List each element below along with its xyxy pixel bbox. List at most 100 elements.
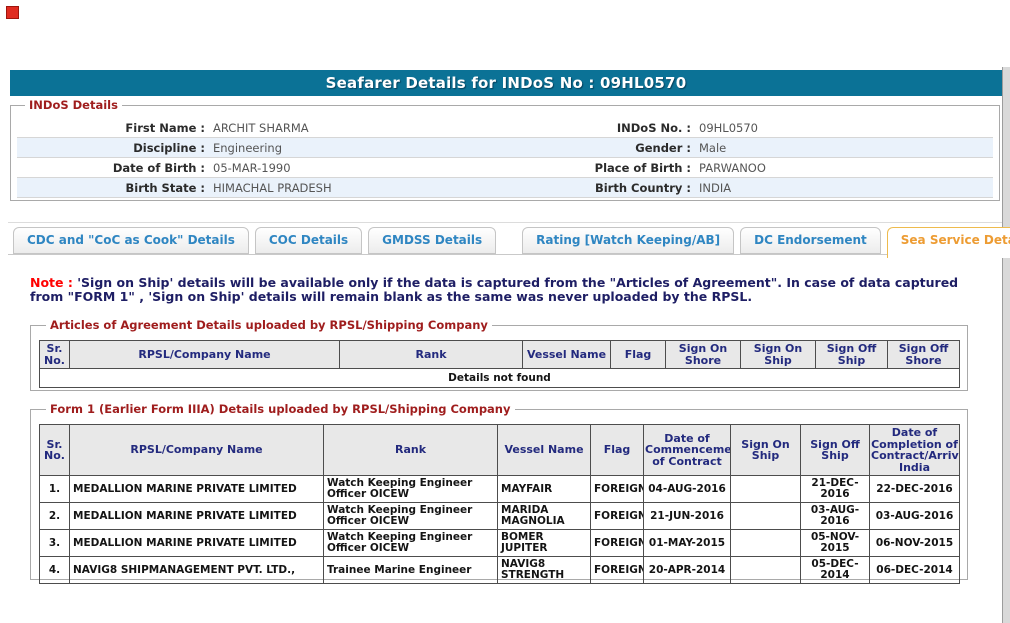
col-sign-off-shore: Sign Off Shore (887, 340, 960, 369)
col-sign-off-ship: Sign Off Ship (815, 340, 888, 369)
tab-gmdss-details[interactable]: GMDSS Details (368, 227, 497, 254)
table-row: 3. MEDALLION MARINE PRIVATE LIMITED Watc… (39, 529, 960, 557)
company-cell: MEDALLION MARINE PRIVATE LIMITED (69, 475, 324, 503)
col-sign-off-ship: Sign Off Ship (800, 424, 870, 476)
form1-section: Form 1 (Earlier Form IIIA) Details uploa… (30, 402, 968, 584)
tab-sea-service-details[interactable]: Sea Service Details (886, 227, 1010, 258)
sign-off-ship-cell: 05-DEC-2014 (800, 556, 870, 584)
col-sign-on-ship: Sign On Ship (730, 424, 801, 476)
company-cell: MEDALLION MARINE PRIVATE LIMITED (69, 502, 324, 530)
tab-rating-watch-keeping[interactable]: Rating [Watch Keeping/AB] (522, 227, 735, 254)
indos-row-dob: Date of Birth : 05-MAR-1990 Place of Bir… (17, 158, 993, 178)
birth-country-label: Birth Country : (594, 181, 691, 195)
col-flag: Flag (610, 340, 666, 369)
vessel-cell: MARIDA MAGNOLIA (497, 502, 591, 530)
articles-legend: Articles of Agreement Details uploaded b… (50, 318, 488, 332)
dob-value: 05-MAR-1990 (213, 161, 291, 175)
col-rank: Rank (339, 340, 523, 369)
details-not-found-message: Details not found (39, 368, 960, 388)
col-vessel: Vessel Name (497, 424, 591, 476)
vessel-cell: NAVIG8 STRENGTH (497, 556, 591, 584)
table-row: 2. MEDALLION MARINE PRIVATE LIMITED Watc… (39, 502, 960, 530)
completion-cell: 22-DEC-2016 (869, 475, 960, 503)
sign-on-ship-cell (730, 556, 801, 584)
col-vessel: Vessel Name (522, 340, 611, 369)
tab-baseline (8, 254, 1002, 255)
form1-table: Sr. No. RPSL/Company Name Rank Vessel Na… (39, 424, 960, 584)
articles-header-row: Sr. No. RPSL/Company Name Rank Vessel Na… (39, 340, 960, 369)
gender-label: Gender : (635, 141, 691, 155)
form1-header-row: Sr. No. RPSL/Company Name Rank Vessel Na… (39, 424, 960, 476)
sign-on-ship-cell (730, 529, 801, 557)
table-row: 1. MEDALLION MARINE PRIVATE LIMITED Watc… (39, 475, 960, 503)
col-completion-date: Date of Completion of Contract/Arriving … (869, 424, 960, 476)
birth-country-value: INDIA (699, 181, 732, 195)
tab-cdc-coc-as-cook[interactable]: CDC and "CoC as Cook" Details (13, 227, 249, 254)
rank-cell: Watch Keeping Engineer Officer OICEW (323, 475, 498, 503)
indos-row-first-name: First Name : ARCHIT SHARMA INDoS No. : 0… (17, 118, 993, 138)
col-sign-on-ship: Sign On Ship (740, 340, 816, 369)
commencement-cell: 21-JUN-2016 (643, 502, 731, 530)
sign-off-ship-cell: 21-DEC-2016 (800, 475, 870, 503)
sign-off-ship-cell: 03-AUG-2016 (800, 502, 870, 530)
indos-no-value: 09HL0570 (699, 121, 758, 135)
vessel-cell: MAYFAIR (497, 475, 591, 503)
section-divider (8, 222, 1002, 223)
table-row: 4. NAVIG8 SHIPMANAGEMENT PVT. LTD., Trai… (39, 556, 960, 584)
col-sign-on-shore: Sign On Shore (665, 340, 741, 369)
first-name-value: ARCHIT SHARMA (213, 121, 309, 135)
articles-empty-row: Details not found (39, 368, 960, 388)
first-name-label: First Name : (125, 121, 205, 135)
flag-cell: FOREIGN (590, 502, 644, 530)
commencement-cell: 01-MAY-2015 (643, 529, 731, 557)
rank-cell: Watch Keeping Engineer Officer OICEW (323, 502, 498, 530)
company-cell: NAVIG8 SHIPMANAGEMENT PVT. LTD., (69, 556, 324, 584)
rank-cell: Watch Keeping Engineer Officer OICEW (323, 529, 498, 557)
completion-cell: 06-NOV-2015 (869, 529, 960, 557)
note-prefix: Note : (30, 275, 73, 290)
dob-label: Date of Birth : (112, 161, 205, 175)
tab-dc-endorsement[interactable]: DC Endorsement (740, 227, 881, 254)
col-flag: Flag (590, 424, 644, 476)
col-sr-no: Sr. No. (39, 424, 70, 476)
discipline-value: Engineering (213, 141, 282, 155)
indos-row-birth-state: Birth State : HIMACHAL PRADESH Birth Cou… (17, 178, 993, 198)
page-title: Seafarer Details for INDoS No : 09HL0570 (10, 70, 1002, 96)
indos-details-legend: INDoS Details (29, 98, 118, 112)
flag-cell: FOREIGN (590, 529, 644, 557)
articles-table: Sr. No. RPSL/Company Name Rank Vessel Na… (39, 340, 960, 388)
col-company: RPSL/Company Name (69, 424, 324, 476)
indos-row-discipline: Discipline : Engineering Gender : Male (17, 138, 993, 158)
commencement-cell: 20-APR-2014 (643, 556, 731, 584)
birth-state-value: HIMACHAL PRADESH (213, 181, 332, 195)
indos-no-label: INDoS No. : (616, 121, 691, 135)
flag-cell: FOREIGN (590, 475, 644, 503)
sign-on-ship-cell (730, 475, 801, 503)
gender-value: Male (699, 141, 727, 155)
tab-bar: CDC and "CoC as Cook" Details COC Detail… (13, 227, 1010, 259)
birth-state-label: Birth State : (125, 181, 205, 195)
sr-no-cell: 3. (39, 529, 70, 557)
col-company: RPSL/Company Name (69, 340, 340, 369)
broken-image-icon (6, 6, 19, 19)
col-sr-no: Sr. No. (39, 340, 70, 369)
sr-no-cell: 4. (39, 556, 70, 584)
sign-off-ship-cell: 05-NOV- 2015 (800, 529, 870, 557)
completion-cell: 06-DEC-2014 (869, 556, 960, 584)
note-text: Note : 'Sign on Ship' details will be av… (30, 276, 988, 303)
tab-coc-details[interactable]: COC Details (254, 227, 363, 254)
indos-details-section: INDoS Details First Name : ARCHIT SHARMA… (10, 98, 1000, 201)
sr-no-cell: 1. (39, 475, 70, 503)
commencement-cell: 04-AUG-2016 (643, 475, 731, 503)
vessel-cell: BOMER JUPITER (497, 529, 591, 557)
sign-on-ship-cell (730, 502, 801, 530)
note-body: 'Sign on Ship' details will be available… (30, 275, 959, 304)
form1-legend: Form 1 (Earlier Form IIIA) Details uploa… (50, 402, 511, 416)
company-cell: MEDALLION MARINE PRIVATE LIMITED (69, 529, 324, 557)
completion-cell: 03-AUG-2016 (869, 502, 960, 530)
scrollbar-track[interactable] (1002, 67, 1010, 623)
discipline-label: Discipline : (133, 141, 205, 155)
articles-of-agreement-section: Articles of Agreement Details uploaded b… (30, 318, 968, 391)
col-commencement-date: Date of Commencement of Contract (643, 424, 731, 476)
rank-cell: Trainee Marine Engineer (323, 556, 498, 584)
